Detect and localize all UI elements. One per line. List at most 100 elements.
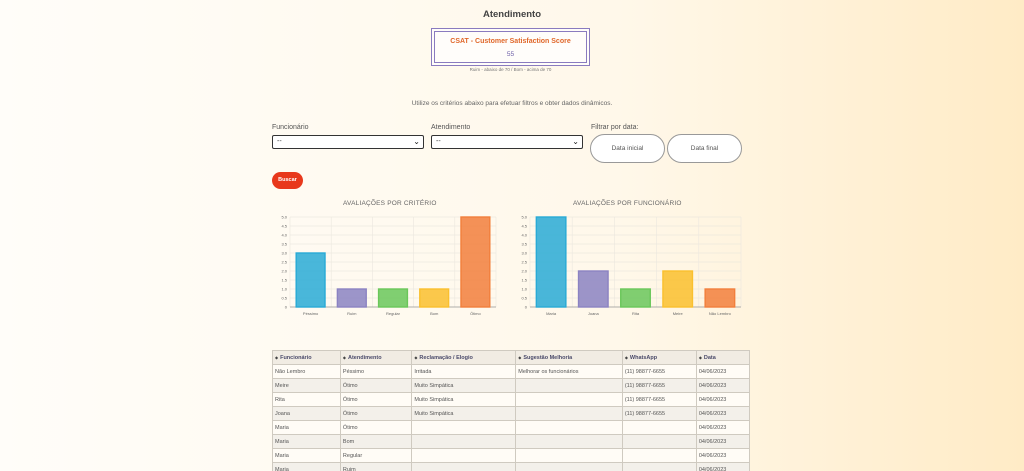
table-cell [411,448,517,463]
y-tick-label: 3.0 [281,251,287,256]
chevron-down-icon: ⌄ [413,137,420,146]
bar [460,216,491,308]
chart-criterio: 0 0.5 1.0 1.5 2.0 2.5 3.0 3.5 4.0 4.5 5.0 Péssimo Ru… [281,215,497,316]
table-cell: Maria [272,462,341,471]
bar [662,270,694,308]
table-header-cell[interactable]: ◆ Data [695,350,751,365]
chart-funcionario: 0 0.5 1.0 1.5 2.0 2.5 3.0 3.5 4.0 4.5 5.0 Maria Joan… [521,215,742,316]
y-tick-label: 4.5 [281,224,287,229]
y-tick-label: 4.0 [521,233,527,238]
bar [377,288,409,308]
y-tick-label: 1.5 [281,278,287,283]
table-cell: 04/06/2023 [695,392,751,407]
y-tick-label: 4.5 [521,224,527,229]
table-cell [621,420,697,435]
y-tick-label: 3.5 [521,242,527,247]
y-tick-label: 3.0 [521,251,527,256]
table-cell: Maria [272,448,341,463]
table-cell [515,420,623,435]
table-cell: 04/06/2023 [695,406,751,421]
csat-card-inner: CSAT - Customer Satisfaction Score 55 [434,31,587,63]
x-tick-label: Ruim [347,311,357,316]
atendimento-select[interactable]: -- ⌄ [431,135,583,149]
table-cell: Melhorar os funcionários [515,364,623,379]
y-tick-label: 4.0 [281,233,287,238]
table-cell [411,434,517,449]
table-header-cell[interactable]: ◆ WhatsApp [621,350,697,365]
bar [419,288,450,308]
date-start-input[interactable]: Data inicial [590,134,665,163]
table-header-label: Atendimento [348,354,382,361]
csat-value: 55 [506,51,515,58]
table-row: Maria Regular 04/06/2023 [272,448,751,463]
sort-icon: ◆ [518,354,522,360]
table-cell [621,448,697,463]
sort-icon: ◆ [414,354,418,360]
y-tick-label: 2.0 [281,269,287,274]
table-row: Não Lembro Péssimo Irritada Melhorar os fun… [272,364,751,379]
table-header-label: Reclamação / Elogio [419,354,473,361]
table-row: Maria Ótimo 04/06/2023 [272,420,751,435]
table-cell: Péssimo [339,364,413,379]
table-header-row: ◆ Funcionário ◆ Atendimento ◆ Reclamação / El… [272,350,751,365]
table-cell: Muito Simpática [411,406,517,421]
search-button[interactable]: Buscar [272,172,303,189]
table-cell [515,448,623,463]
chart-title-criterio: AVALIAÇÕES POR CRITÉRIO [343,200,437,207]
x-tick-label: Meire [673,311,684,316]
table-row: Joana Ótimo Muito Simpática (11) 98877-6655… [272,406,751,421]
y-tick-label: 1.5 [521,278,527,283]
x-tick-label: Rita [632,311,640,316]
table-header-label: WhatsApp [629,354,658,361]
x-tick-label: Ótimo [470,311,481,316]
table-cell: (11) 98877-6655 [621,378,697,393]
table-cell: Não Lembro [272,364,341,379]
table-cell: Ótimo [339,378,413,393]
sort-icon: ◆ [275,354,279,360]
bar [295,252,326,308]
table-cell: Maria [272,420,341,435]
table-cell [515,434,623,449]
y-tick-label: 2.5 [281,260,287,265]
table-row: Rita Ótimo Muito Simpática (11) 98877-6655 0… [272,392,751,407]
table-cell: Rita [272,392,341,407]
table-cell [621,462,697,471]
funcionario-select-value: -- [277,138,282,145]
bar [620,288,651,308]
table-cell: (11) 98877-6655 [621,392,697,407]
table-header-label: Funcionário [280,354,312,361]
sort-icon: ◆ [624,354,628,360]
funcionario-select[interactable]: -- ⌄ [272,135,424,149]
table-row: Meire Ótimo Muito Simpática (11) 98877-6655… [272,378,751,393]
bar [704,288,736,308]
table-header-cell[interactable]: ◆ Funcionário [272,350,341,365]
table-cell [621,434,697,449]
table-header-cell[interactable]: ◆ Atendimento [339,350,413,365]
x-tick-label: Não Lembro [709,311,732,316]
table-cell: 04/06/2023 [695,434,751,449]
table-row: Maria Bom 04/06/2023 [272,434,751,449]
instructions-text: Utilize os critérios abaixo para efetuar… [411,100,613,107]
table-cell: 04/06/2023 [695,448,751,463]
y-tick-label: 2.0 [521,269,527,274]
table-header-cell[interactable]: ◆ Reclamação / Elogio [411,350,517,365]
bar [336,288,367,308]
table-cell [515,378,623,393]
x-tick-label: Péssimo [303,311,319,316]
date-end-input[interactable]: Data final [667,134,742,163]
sort-icon: ◆ [342,354,346,360]
funcionario-label: Funcionário [272,124,309,131]
table-cell: Bom [339,434,413,449]
table-cell: 04/06/2023 [695,378,751,393]
table-cell: Joana [272,406,341,421]
bar [577,270,609,308]
table-cell: Regular [339,448,413,463]
sort-icon: ◆ [698,354,702,360]
table-cell: Irritada [411,364,517,379]
atendimento-label: Atendimento [431,124,471,131]
table-header-cell[interactable]: ◆ Sugestão Melhoria [515,350,623,365]
csat-card: CSAT - Customer Satisfaction Score 55 [431,28,590,66]
atendimento-select-value: -- [436,138,441,145]
table-cell: Ruim [339,462,413,471]
y-tick-label: 5.0 [281,215,287,220]
